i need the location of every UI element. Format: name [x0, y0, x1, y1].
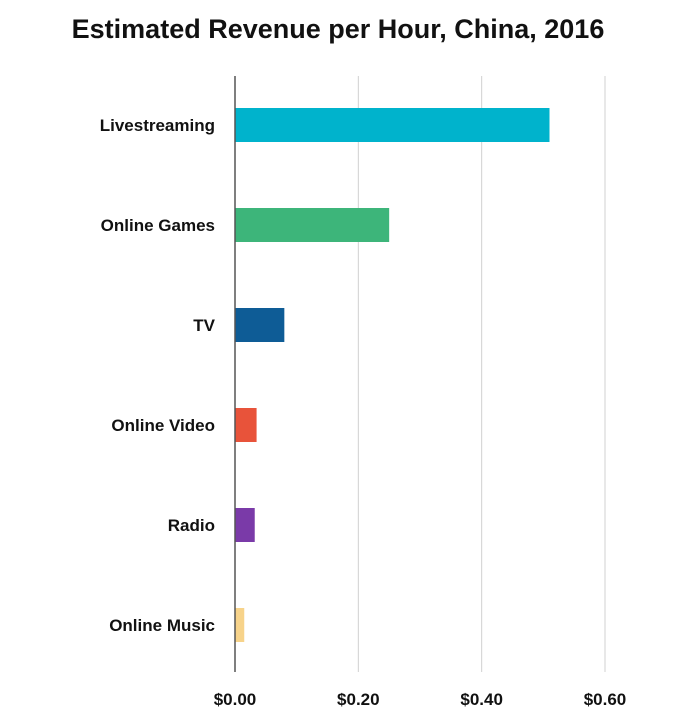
category-label: Online Games — [101, 216, 215, 235]
chart-title: Estimated Revenue per Hour, China, 2016 — [71, 14, 605, 44]
category-label: Online Video — [111, 416, 215, 435]
x-tick-label: $0.20 — [337, 690, 380, 709]
category-label: TV — [193, 316, 215, 335]
bar — [235, 308, 285, 342]
category-label: Livestreaming — [100, 116, 215, 135]
bar — [235, 208, 390, 242]
category-label: Radio — [168, 516, 215, 535]
category-labels: Livestreaming Online Games TV Online Video R… — [100, 116, 216, 635]
category-label: Online Music — [109, 616, 215, 635]
gridlines — [357, 76, 606, 672]
bar — [235, 508, 255, 542]
bars — [235, 108, 550, 642]
x-tick-labels: $0.00 $0.20 $0.40 $0.60 — [214, 690, 627, 709]
bar — [235, 608, 245, 642]
x-tick-label: $0.40 — [460, 690, 503, 709]
x-tick-label: $0.00 — [214, 690, 257, 709]
bar — [235, 108, 550, 142]
x-tick-label: $0.60 — [584, 690, 627, 709]
bar — [235, 408, 257, 442]
